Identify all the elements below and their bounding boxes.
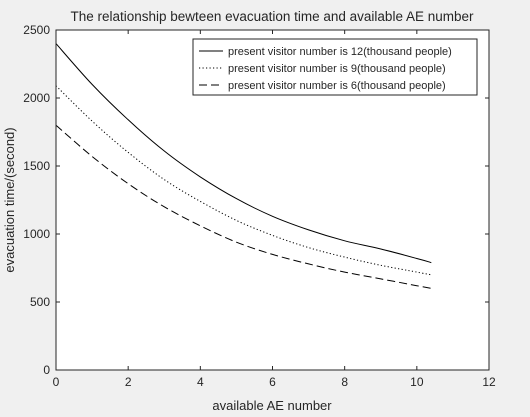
series-layer [55,43,432,289]
y-tick-label: 0 [43,363,50,377]
y-tick-label: 2000 [23,91,50,105]
x-tick-label: 8 [341,375,348,389]
legend: present visitor number is 12(thousand pe… [192,38,478,96]
series-line-1 [55,43,432,264]
y-tick-label: 500 [30,295,50,309]
x-tick-label: 10 [410,375,424,389]
x-tick-label: 4 [197,375,204,389]
series-line-3 [55,124,432,289]
x-tick-label: 6 [269,375,276,389]
y-axis-ticks: 0 500 1000 1500 2000 2500 [23,23,489,377]
x-tick-label: 2 [125,375,132,389]
x-axis-ticks: 0 2 4 6 8 10 12 [53,30,496,389]
chart-title: The relationship bewteen evacuation time… [70,9,474,24]
y-axis-label: evacuation time/(second) [2,127,17,272]
legend-label-3: present visitor number is 6(thousand peo… [228,80,446,92]
legend-box [192,38,478,96]
y-tick-label: 1500 [23,159,50,173]
x-tick-label: 12 [482,375,496,389]
legend-label-2: present visitor number is 9(thousand peo… [228,63,446,75]
y-tick-label: 1000 [23,227,50,241]
x-axis-label: available AE number [212,398,332,413]
series-line-2 [55,85,432,276]
y-tick-label: 2500 [23,23,50,37]
legend-label-1: present visitor number is 12(thousand pe… [228,46,452,58]
x-tick-label: 0 [53,375,60,389]
